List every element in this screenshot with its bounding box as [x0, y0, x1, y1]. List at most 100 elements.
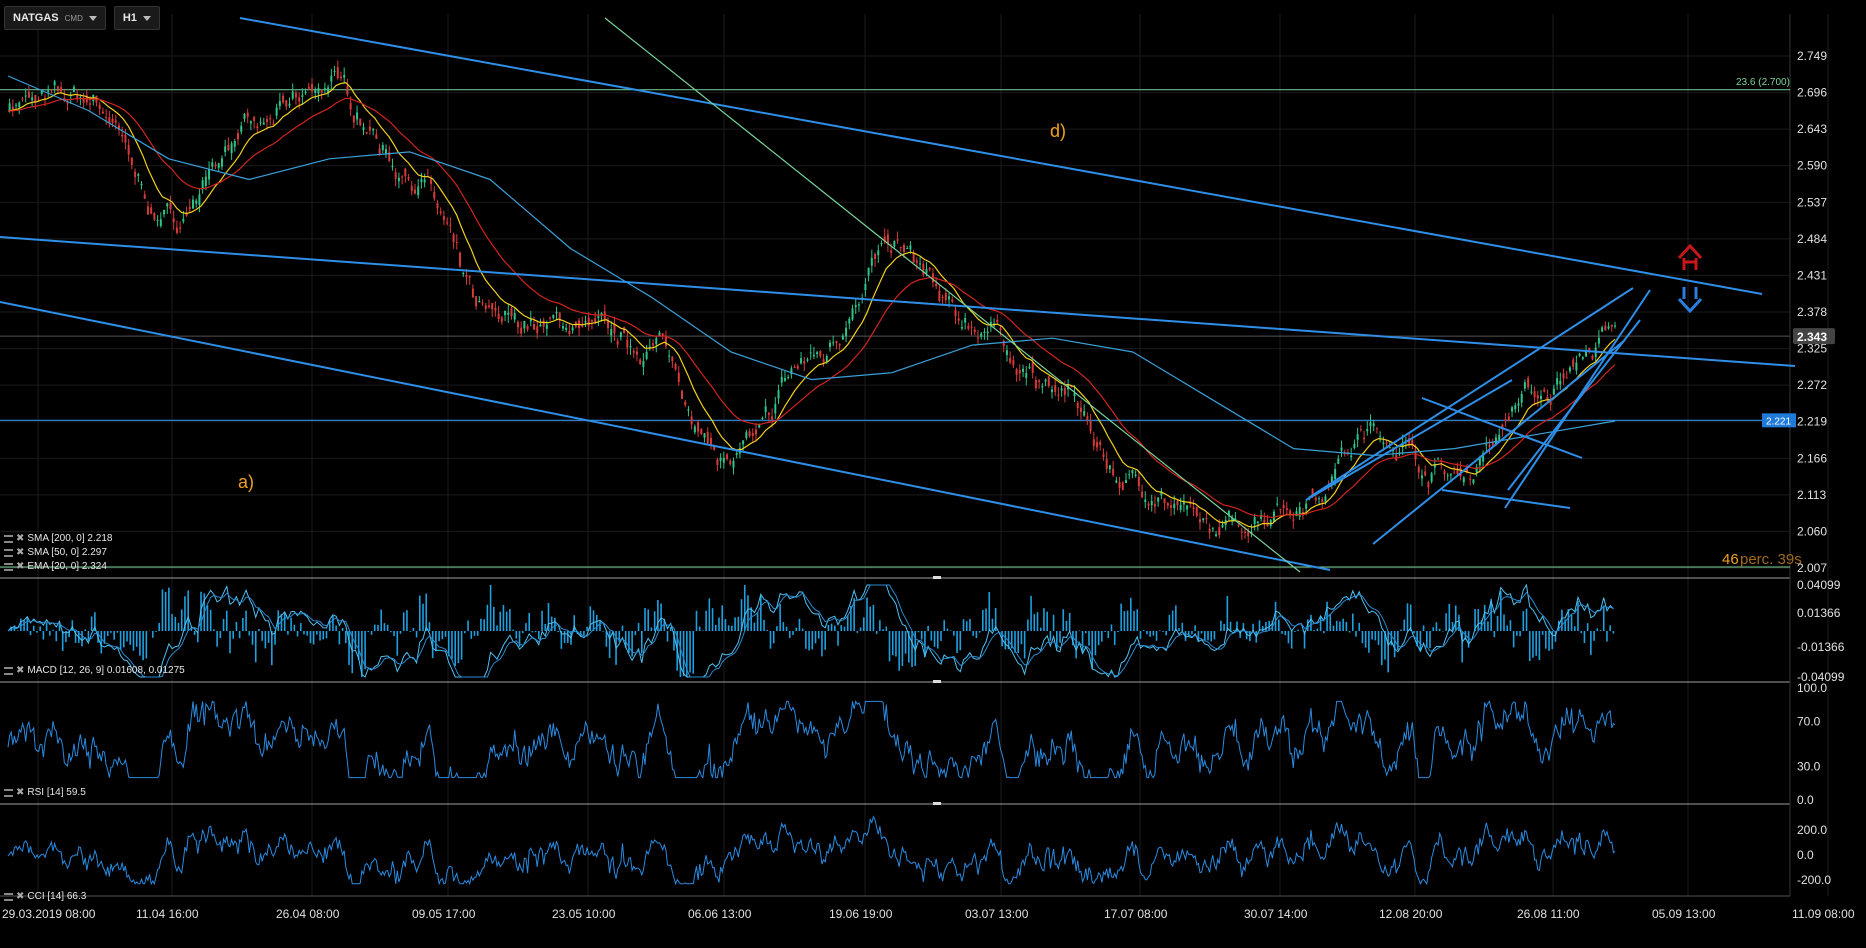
candle-body — [1282, 505, 1285, 508]
legend-macd-text: MACD [12, 26, 9] 0.01608, 0.01275 — [27, 665, 185, 676]
symbol-select[interactable]: NATGAS CMD — [4, 6, 106, 30]
candle-body — [446, 222, 449, 224]
candle-body — [275, 107, 278, 116]
close-icon[interactable]: ✖ — [16, 891, 25, 902]
candle-body — [664, 336, 667, 347]
candle-body — [1131, 470, 1134, 474]
candle-body — [1076, 402, 1079, 409]
candle-body — [385, 149, 388, 154]
candle-body — [1108, 465, 1111, 470]
candle-body — [1446, 475, 1449, 477]
rsi-tick-label: 0.0 — [1797, 793, 1814, 807]
candle-body — [1144, 499, 1147, 503]
trendline — [1309, 287, 1634, 498]
candle-body — [327, 87, 330, 94]
candle-body — [838, 343, 841, 346]
timeframe-select[interactable]: H1 — [113, 6, 160, 30]
close-icon[interactable]: ✖ — [16, 547, 25, 558]
candle-body — [150, 207, 153, 214]
candle-body — [867, 267, 870, 276]
candle-body — [635, 351, 638, 355]
menu-icon[interactable] — [4, 548, 13, 557]
candle-body — [777, 390, 780, 399]
candle-body — [652, 343, 655, 346]
candle-body — [822, 359, 825, 363]
candle-body — [645, 351, 648, 359]
candle-body — [697, 422, 700, 432]
legend-rsi-text: RSI [14] 59.5 — [27, 787, 86, 798]
candle-body — [1527, 378, 1530, 388]
candle-body — [793, 366, 796, 368]
candle-body — [317, 87, 320, 94]
candle-body — [1417, 466, 1420, 473]
macd-signal-line — [7, 584, 1614, 678]
candle-body — [1147, 503, 1150, 506]
candle-body — [43, 97, 46, 99]
candle-body — [951, 299, 954, 302]
macd-tick-label: 0.04099 — [1797, 578, 1841, 592]
candle-body — [140, 183, 143, 186]
candle-body — [1578, 353, 1581, 356]
candle-body — [237, 133, 240, 140]
menu-icon[interactable] — [4, 788, 13, 797]
menu-icon[interactable] — [4, 534, 13, 543]
candle-body — [1063, 387, 1066, 395]
menu-icon[interactable] — [4, 892, 13, 901]
macd-line — [7, 583, 1614, 678]
candle-body — [484, 305, 487, 309]
candle-body — [175, 227, 178, 233]
close-icon[interactable]: ✖ — [16, 787, 25, 798]
candle-body — [394, 172, 397, 179]
candle-body — [783, 378, 786, 381]
candle-body — [960, 326, 963, 329]
candle-body — [658, 332, 661, 337]
candle-body — [191, 199, 194, 209]
candle-body — [101, 111, 104, 114]
candle-body — [172, 218, 175, 223]
candle-body — [153, 212, 156, 220]
candle-body — [1610, 324, 1613, 327]
menu-icon[interactable] — [4, 562, 13, 571]
candle-body — [1562, 373, 1565, 379]
bottom-label-text: perc. 39s — [1740, 551, 1802, 568]
close-icon[interactable]: ✖ — [16, 561, 25, 572]
candle-body — [185, 213, 188, 216]
candle-body — [877, 250, 880, 256]
candle-body — [1411, 439, 1414, 446]
price-tick-label: 2.325 — [1797, 342, 1827, 356]
cci-tick-label: 200.0 — [1797, 823, 1827, 837]
candle-body — [1073, 393, 1076, 397]
close-icon[interactable]: ✖ — [16, 665, 25, 676]
candle-body — [452, 234, 455, 243]
candle-body — [60, 87, 63, 92]
candle-body — [1311, 488, 1314, 496]
candle-body — [1005, 350, 1008, 356]
time-tick-label: 09.05 17:00 — [412, 907, 476, 921]
trendline — [239, 17, 1763, 295]
candle-body — [915, 260, 918, 263]
candle-body — [1176, 500, 1179, 506]
candle-body — [1256, 521, 1259, 524]
candle-body — [1166, 503, 1169, 506]
candle-body — [1276, 503, 1279, 505]
cci-tick-label: 0.0 — [1797, 848, 1814, 862]
menu-icon[interactable] — [4, 666, 13, 675]
candle-body — [375, 134, 378, 139]
candle-body — [510, 308, 513, 317]
current-price-label: 2.343 — [1797, 330, 1827, 344]
candle-body — [886, 234, 889, 244]
candle-body — [259, 121, 262, 123]
macd-tick-label: -0.01366 — [1797, 640, 1845, 654]
close-icon[interactable]: ✖ — [16, 533, 25, 544]
candle-body — [597, 316, 600, 319]
candle-body — [851, 308, 854, 320]
candle-body — [1221, 525, 1224, 528]
candle-body — [1536, 395, 1539, 399]
candle-body — [1240, 531, 1243, 533]
candle-body — [204, 176, 207, 186]
candle-body — [79, 97, 82, 99]
candle-body — [1015, 369, 1018, 375]
candle-body — [1372, 423, 1375, 427]
trendlines[interactable] — [0, 17, 1796, 573]
